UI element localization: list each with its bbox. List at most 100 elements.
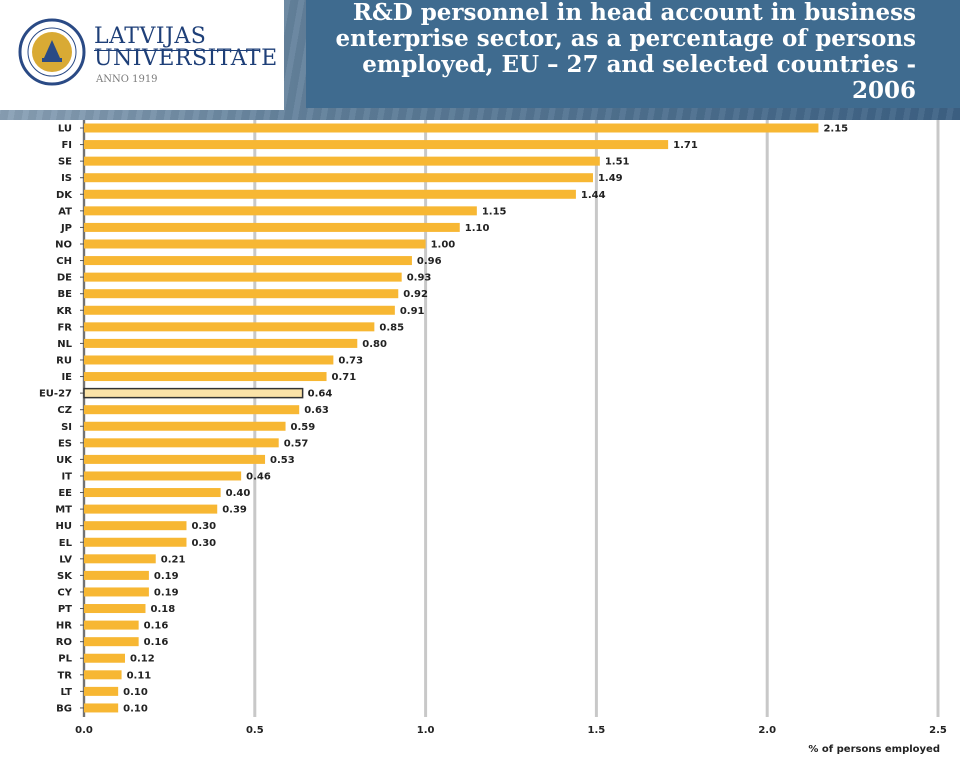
value-label-cz: 0.63 [304, 405, 329, 416]
category-label-pt: PT [58, 604, 72, 615]
category-label-be: BE [58, 289, 73, 300]
category-label-kr: KR [57, 306, 73, 317]
category-label-ru: RU [56, 355, 72, 366]
bar-lv [84, 554, 156, 564]
bar-jp [84, 222, 460, 232]
value-label-jp: 1.10 [465, 223, 490, 234]
value-label-no: 1.00 [431, 239, 456, 250]
bar-pl [84, 653, 125, 663]
category-label-cz: CZ [57, 405, 72, 416]
category-label-uk: UK [56, 455, 73, 466]
value-label-eu-27: 0.64 [308, 389, 333, 400]
category-label-dk: DK [56, 190, 73, 201]
category-label-lv: LV [59, 554, 72, 565]
value-label-bg: 0.10 [123, 703, 148, 714]
bar-ro [84, 637, 139, 647]
bar-bg [84, 703, 119, 713]
title-box: R&D personnel in head account in busines… [306, 0, 960, 108]
value-label-is: 1.49 [598, 173, 623, 184]
value-label-de: 0.93 [407, 273, 432, 284]
value-label-pl: 0.12 [130, 654, 155, 665]
category-label-bg: BG [56, 703, 72, 714]
category-label-es: ES [58, 438, 72, 449]
bar-hr [84, 620, 139, 630]
logo-rule [94, 50, 260, 51]
category-label-nl: NL [57, 339, 72, 350]
value-label-nl: 0.80 [362, 339, 387, 350]
logo-wordmark: LATVIJAS UNIVERSITATE [94, 26, 278, 70]
bar-cz [84, 405, 300, 415]
x-tick-label-3: 1.5 [588, 725, 606, 736]
value-label-el: 0.30 [191, 538, 216, 549]
logo-name-line1: LATVIJAS [94, 24, 207, 49]
x-axis-label: % of persons employed [808, 744, 940, 755]
bar-kr [84, 305, 395, 315]
bar-lt [84, 686, 119, 696]
value-label-lt: 0.10 [123, 687, 148, 698]
category-label-cy: CY [57, 587, 72, 598]
bar-cy [84, 587, 149, 597]
university-logo: LATVIJAS UNIVERSITATE ANNO 1919 [0, 0, 284, 110]
category-label-el: EL [59, 538, 73, 549]
value-label-lu: 2.15 [823, 124, 848, 135]
value-label-cy: 0.19 [154, 587, 179, 598]
bar-el [84, 537, 187, 547]
category-label-sk: SK [57, 571, 73, 582]
value-label-ro: 0.16 [144, 637, 169, 648]
category-label-eu-27: EU-27 [39, 389, 72, 400]
bar-be [84, 289, 399, 299]
bar-ru [84, 355, 334, 365]
bar-eu-27 [83, 387, 304, 399]
bar-no [84, 239, 426, 249]
category-label-se: SE [58, 157, 72, 168]
category-label-hr: HR [56, 621, 72, 632]
category-label-no: NO [55, 239, 72, 250]
bar-sk [84, 570, 149, 580]
value-label-sk: 0.19 [154, 571, 179, 582]
value-label-lv: 0.21 [161, 554, 186, 565]
x-tick-label-0: 0.0 [75, 725, 93, 736]
category-label-fi: FI [61, 140, 72, 151]
bar-nl [84, 338, 358, 348]
category-label-tr: TR [57, 670, 72, 681]
bar-it [84, 471, 242, 481]
bar-mt [84, 504, 218, 514]
category-label-fr: FR [57, 322, 72, 333]
value-label-hu: 0.30 [191, 521, 216, 532]
category-label-at: AT [58, 206, 72, 217]
bar-si [84, 421, 286, 431]
value-label-si: 0.59 [291, 422, 316, 433]
category-label-ro: RO [56, 637, 72, 648]
value-label-at: 1.15 [482, 206, 507, 217]
value-label-mt: 0.39 [222, 505, 247, 516]
value-label-se: 1.51 [605, 157, 630, 168]
x-tick-label-2: 1.0 [417, 725, 435, 736]
category-label-lu: LU [58, 124, 72, 135]
bar-ee [84, 488, 221, 498]
category-label-ch: CH [56, 256, 72, 267]
value-label-dk: 1.44 [581, 190, 606, 201]
bar-ie [84, 372, 327, 382]
category-label-it: IT [61, 471, 72, 482]
value-label-it: 0.46 [246, 471, 271, 482]
x-tick-label-5: 2.5 [929, 725, 947, 736]
x-tick-label-4: 2.0 [758, 725, 776, 736]
value-label-be: 0.92 [403, 289, 428, 300]
chart-title: R&D personnel in head account in busines… [335, 0, 916, 104]
value-label-es: 0.57 [284, 438, 309, 449]
value-label-fr: 0.85 [379, 322, 404, 333]
value-label-hr: 0.16 [144, 621, 169, 632]
bar-lu [84, 123, 819, 133]
bar-de [84, 272, 402, 282]
bar-hu [84, 521, 187, 531]
bar-is [84, 173, 593, 183]
category-label-pl: PL [58, 654, 72, 665]
value-label-ee: 0.40 [226, 488, 251, 499]
x-tick-label-1: 0.5 [246, 725, 264, 736]
category-label-ie: IE [61, 372, 72, 383]
bar-es [84, 438, 279, 448]
bar-fi [84, 140, 669, 150]
value-label-ch: 0.96 [417, 256, 442, 267]
value-label-fi: 1.71 [673, 140, 698, 151]
category-label-si: SI [61, 422, 72, 433]
